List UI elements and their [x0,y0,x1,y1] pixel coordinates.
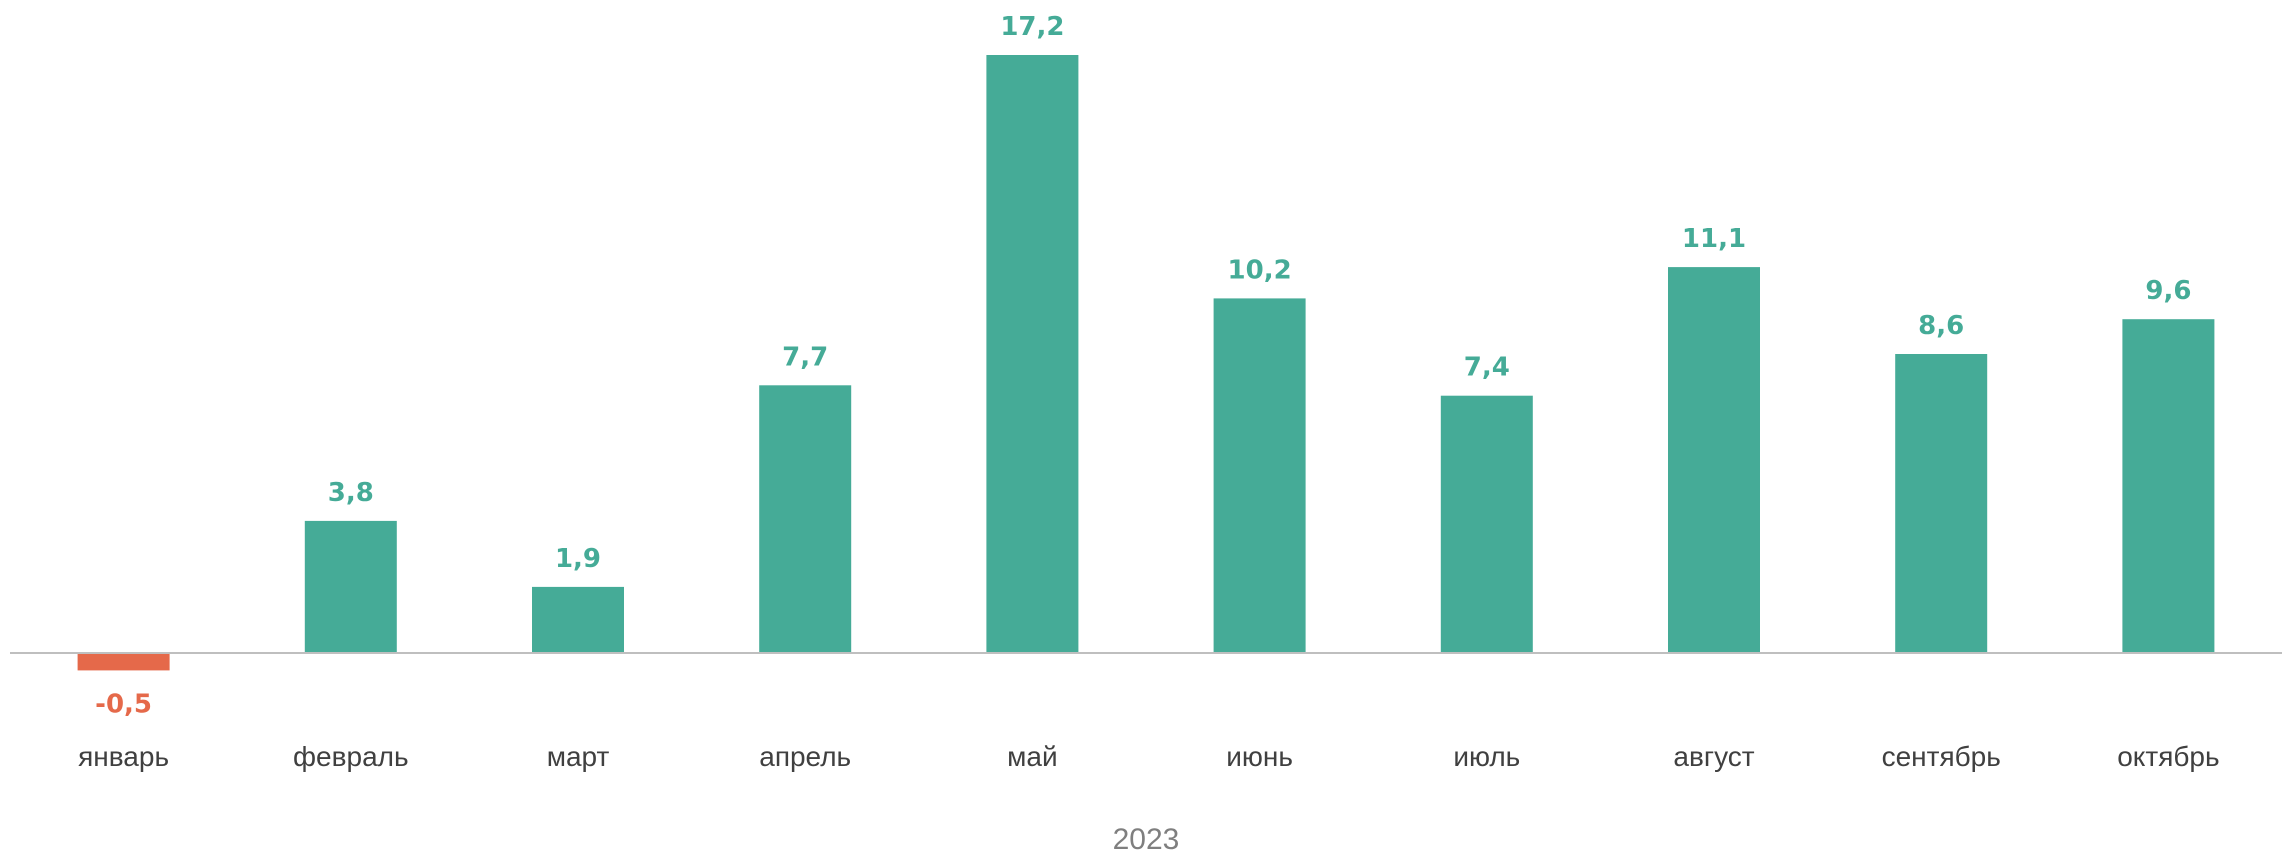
value-label-апрель: 7,7 [782,342,828,372]
bar-май [986,55,1079,653]
bar-февраль [304,520,397,653]
category-label-февраль: февраль [293,741,409,772]
category-label-август: август [1673,741,1754,772]
category-label-июль: июль [1453,741,1520,772]
bars-group [77,55,2215,671]
year-group-label: 2023 [1113,823,1180,853]
bar-август [1668,267,1760,653]
value-label-январь: -0,5 [95,689,152,719]
category-label-октябрь: октябрь [2117,741,2219,772]
category-label-апрель: апрель [759,741,851,772]
category-label-сентябрь: сентябрь [1882,741,2001,772]
bar-сентябрь [1895,354,1988,653]
bar-январь [77,653,170,671]
value-label-август: 11,1 [1682,224,1746,254]
value-labels-group: -0,5 3,8 1,9 7,7 17,2 10,2 7,4 11,1 8,6 9,6 [95,12,2191,719]
value-label-март: 1,9 [555,544,601,574]
value-label-май: 17,2 [1000,12,1064,42]
bar-октябрь [2122,319,2215,653]
bar-июль [1440,395,1533,653]
value-label-июнь: 10,2 [1228,255,1292,285]
bar-апрель [759,385,852,653]
bar-март [532,586,624,653]
value-label-февраль: 3,8 [328,478,374,508]
value-label-октябрь: 9,6 [2145,276,2191,306]
category-label-март: март [547,741,610,772]
value-label-сентябрь: 8,6 [1918,311,1964,341]
category-label-май: май [1007,741,1057,772]
bar-июнь [1213,298,1306,653]
category-label-июнь: июнь [1226,741,1293,772]
value-label-июль: 7,4 [1464,353,1510,383]
category-labels-group: январь февраль март апрель май июнь июль август… [78,741,2219,772]
category-label-январь: январь [78,741,169,772]
